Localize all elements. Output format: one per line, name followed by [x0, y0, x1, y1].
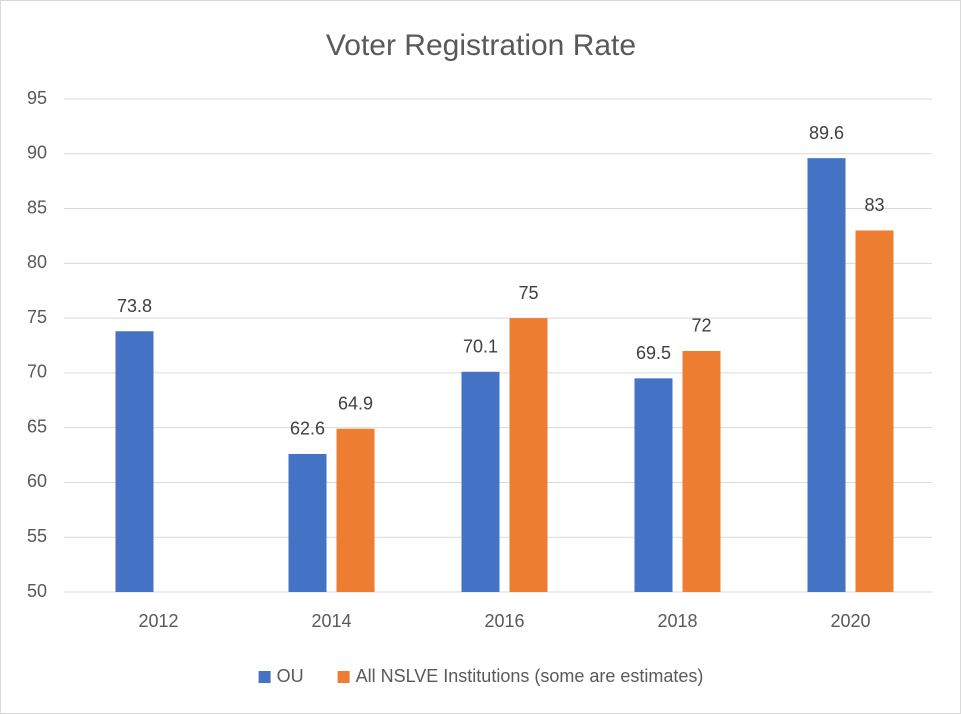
y-tick-label: 90	[27, 143, 47, 163]
y-tick-label: 70	[27, 362, 47, 382]
bar	[336, 428, 375, 592]
bar	[682, 350, 721, 592]
y-tick-label: 50	[27, 581, 47, 601]
x-tick-label: 2016	[484, 611, 524, 631]
bar	[855, 230, 894, 592]
x-tick-label: 2018	[657, 611, 697, 631]
y-tick-label: 55	[27, 526, 47, 546]
x-tick-label: 2012	[138, 611, 178, 631]
y-tick-label: 85	[27, 197, 47, 217]
data-label: 62.6	[290, 419, 325, 439]
x-tick-label: 2014	[311, 611, 351, 631]
legend-swatch	[258, 671, 271, 683]
x-tick-label: 2020	[830, 611, 870, 631]
bar	[509, 318, 548, 592]
legend-swatch	[337, 671, 350, 683]
data-label: 83	[864, 195, 884, 215]
data-label: 73.8	[117, 296, 152, 316]
bar	[634, 378, 673, 592]
y-tick-label: 80	[27, 252, 47, 272]
bar	[115, 331, 154, 592]
chart-title: Voter Registration Rate	[326, 29, 636, 62]
data-label: 89.6	[809, 123, 844, 143]
legend-label: OU	[277, 666, 304, 686]
bar	[288, 453, 327, 592]
data-label: 70.1	[463, 337, 498, 357]
bar	[807, 158, 846, 592]
data-label: 64.9	[338, 394, 373, 414]
y-tick-label: 75	[27, 307, 47, 327]
data-label: 72	[691, 316, 711, 336]
legend-label: All NSLVE Institutions (some are estimat…	[356, 666, 704, 686]
y-tick-label: 95	[27, 88, 47, 108]
data-label: 75	[518, 283, 538, 303]
data-label: 69.5	[636, 343, 671, 363]
y-tick-label: 65	[27, 416, 47, 436]
bar	[461, 371, 500, 592]
y-tick-label: 60	[27, 471, 47, 491]
